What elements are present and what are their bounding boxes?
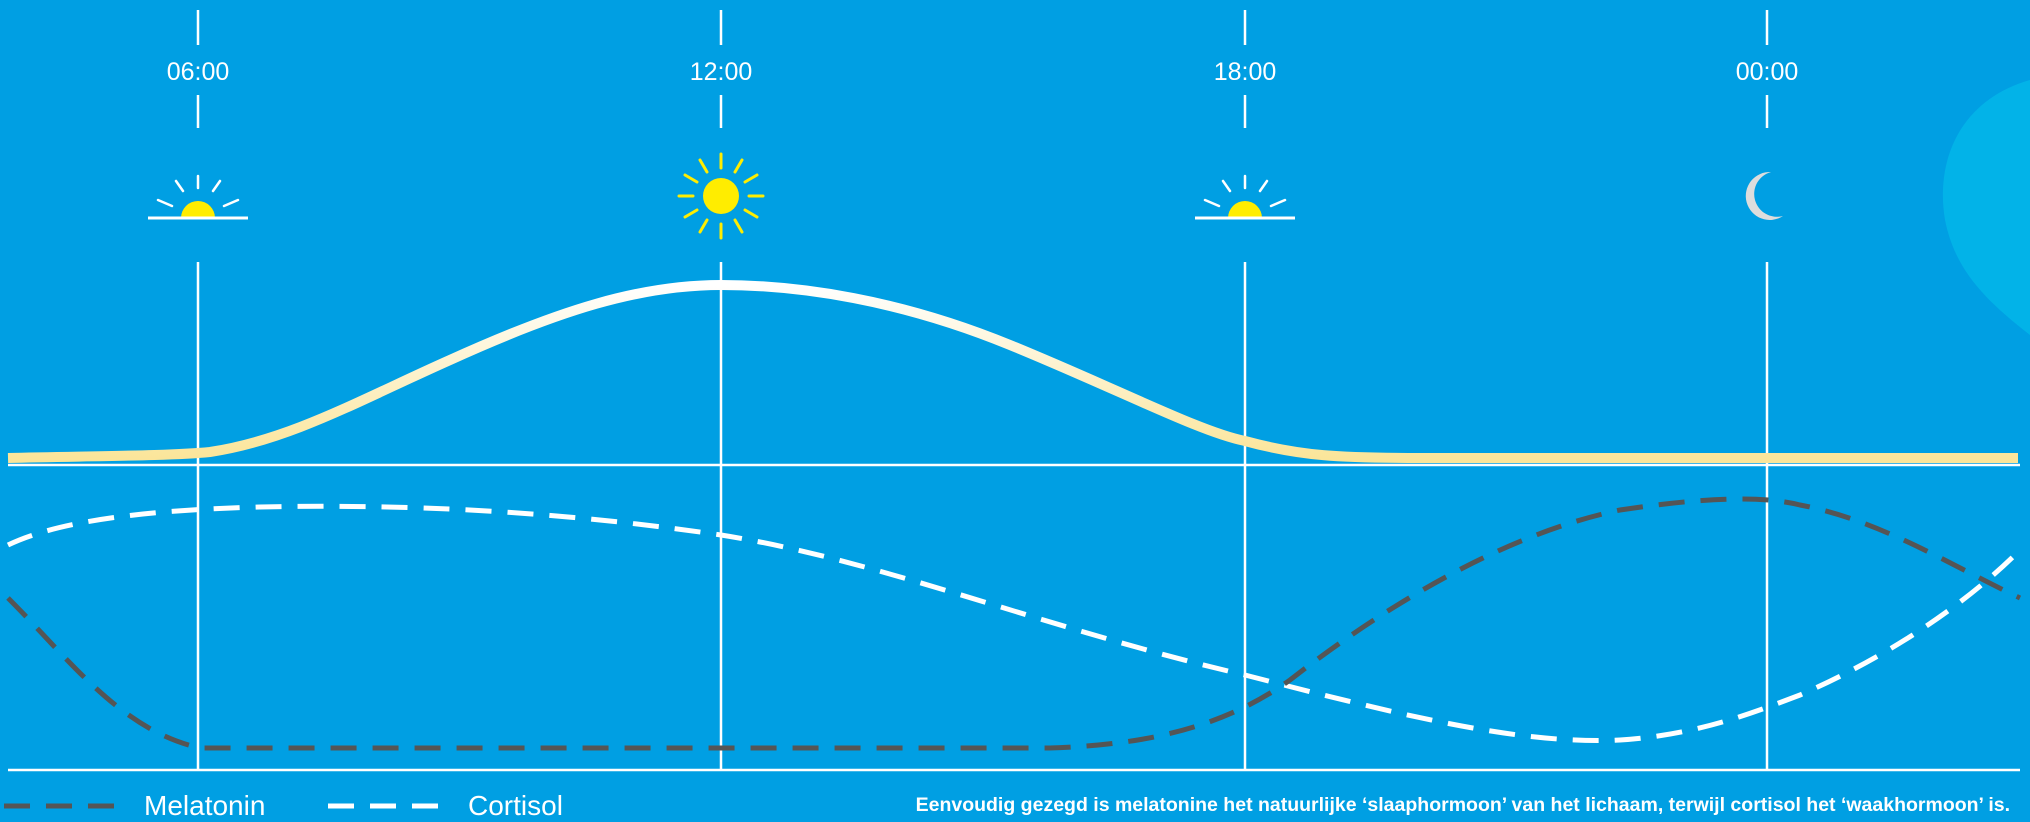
legend-melatonin-swatch — [4, 803, 126, 808]
cortisol-curve — [6, 503, 2022, 743]
legend-melatonin-label: Melatonin — [144, 789, 266, 821]
sunrise-icon — [148, 174, 248, 220]
melatonin-curve — [6, 496, 2022, 751]
legend-item-cortisol: Cortisol — [328, 790, 563, 821]
sun-icon — [677, 152, 765, 240]
legend-cortisol-swatch — [328, 803, 450, 808]
time-gridlines — [196, 10, 1769, 770]
caption: Eenvoudig gezegd is melatonine het natuu… — [915, 794, 2010, 816]
sunset-icon — [1195, 174, 1295, 220]
time-label-1800: 18:00 — [1213, 58, 1277, 86]
decorative-blob — [1942, 80, 2030, 335]
time-label-0000: 00:00 — [1735, 58, 1799, 86]
moon-icon — [1745, 171, 1783, 220]
time-label-0600: 06:00 — [166, 58, 230, 86]
legend-item-melatonin: Melatonin — [4, 790, 265, 821]
daylight-curve — [7, 279, 2018, 463]
legend-cortisol-label: Cortisol — [468, 789, 563, 821]
time-label-1200: 12:00 — [689, 58, 753, 86]
